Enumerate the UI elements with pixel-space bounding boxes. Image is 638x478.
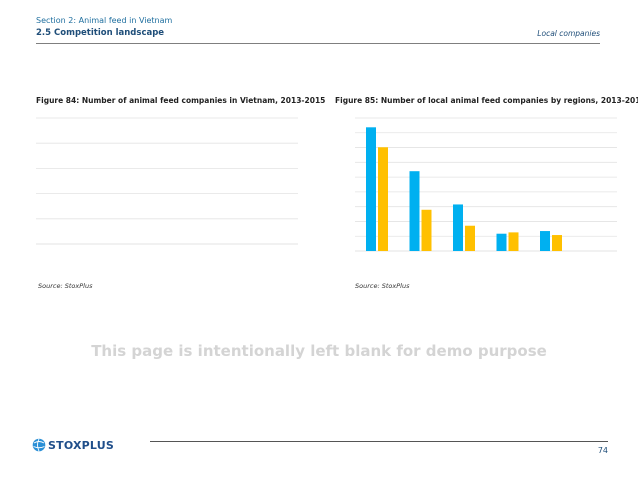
fig85-bar-3-series-2 [465, 225, 475, 251]
figure-84-chart [36, 117, 298, 245]
fig85-bar-1-series-2 [378, 147, 388, 251]
fig85-bar-5-series-2 [552, 235, 562, 251]
footer-divider [150, 441, 608, 442]
figure-85-title: Figure 85: Number of local animal feed c… [335, 96, 638, 105]
fig85-bar-3-series-1 [453, 204, 463, 251]
section-label: Section 2: Animal feed in Vietnam [36, 16, 173, 25]
figure-85-chart [355, 117, 617, 252]
figure-85-source: Source: StoxPlus [355, 282, 410, 290]
fig85-bar-4-series-1 [496, 233, 507, 251]
header-topic-label: Local companies [537, 29, 600, 38]
figure-84-title: Figure 84: Number of animal feed compani… [36, 96, 326, 105]
brand-name: STOXPLUS [48, 438, 114, 452]
figure-84-source: Source: StoxPlus [38, 282, 93, 290]
fig85-bar-4-series-2 [508, 232, 519, 251]
fig85-bar-1-series-1 [366, 127, 376, 251]
fig85-bar-2-series-2 [421, 209, 432, 251]
subsection-title: 2.5 Competition landscape [36, 28, 165, 38]
globe-icon [32, 438, 46, 452]
fig85-bar-5-series-1 [540, 231, 550, 251]
blank-page-note: This page is intentionally left blank fo… [91, 342, 547, 360]
page-number: 74 [597, 446, 608, 455]
header-divider [36, 43, 600, 44]
stoxplus-logo: STOXPLUS [32, 438, 114, 452]
fig85-bar-2-series-1 [409, 171, 420, 251]
